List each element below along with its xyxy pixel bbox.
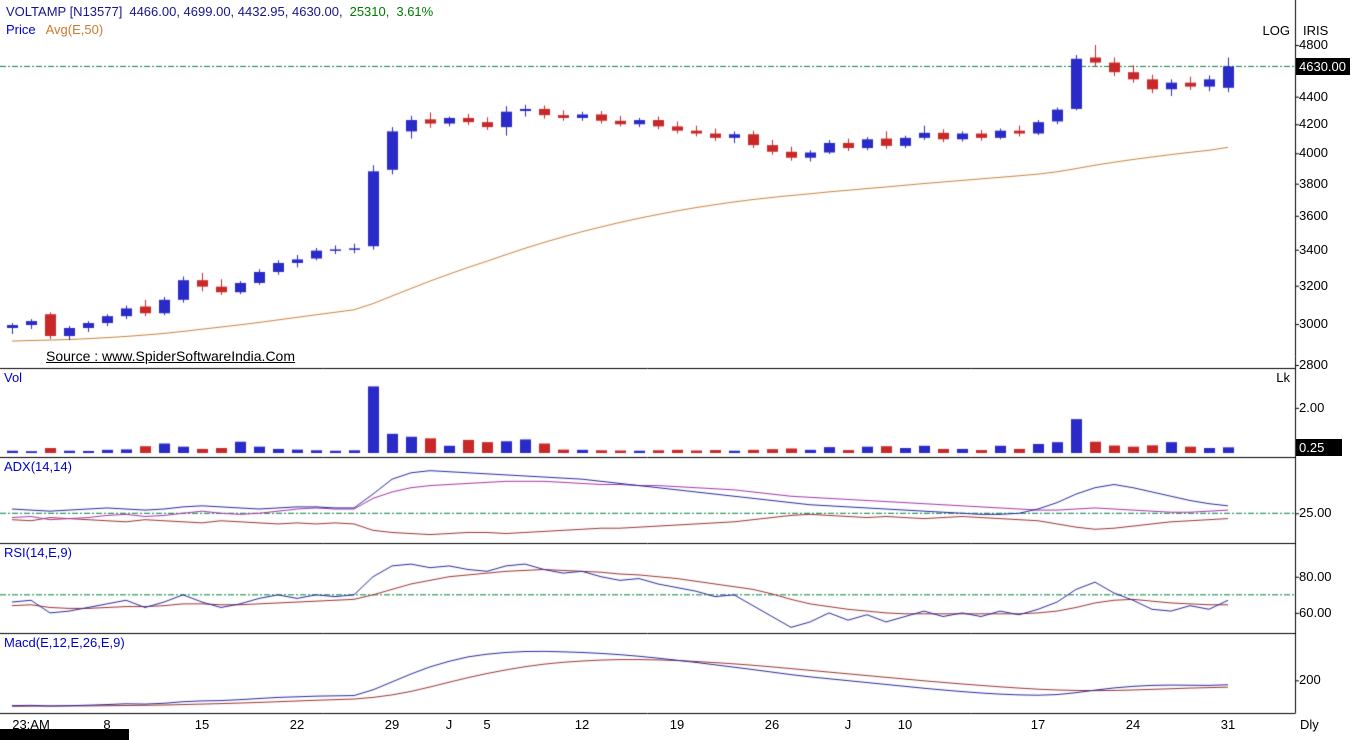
volume-unit-label: Lk — [1276, 370, 1290, 385]
price-axis-tick-label: 4400 — [1299, 88, 1328, 104]
x-axis-tick-label: 10 — [897, 717, 913, 732]
rsi-axis-tick-label: 60.00 — [1299, 604, 1332, 620]
x-axis-tick-label: 29 — [384, 717, 400, 732]
price-axis-tick-label: 3600 — [1299, 207, 1328, 223]
x-axis-tick-label: 19 — [669, 717, 685, 732]
x-axis-tick-label: 8 — [103, 717, 111, 732]
current-volume-box: 0.25 — [1296, 439, 1342, 456]
symbol-title: VOLTAMP [N13577] — [6, 4, 123, 19]
price-axis-tick-label: 4000 — [1299, 145, 1328, 161]
price-axis-tick-label: 4800 — [1299, 37, 1328, 52]
rsi-panel-label: RSI(14,E,9) — [4, 545, 72, 560]
rsi-axis-tick-label: 80.00 — [1299, 568, 1332, 584]
price-axis-tick-label: 3800 — [1299, 175, 1328, 191]
price-axis-tick-label: 3400 — [1299, 241, 1328, 257]
quote-volume: 25310, — [349, 4, 390, 19]
volume-panel-label: Vol — [4, 370, 23, 385]
price-axis-tick-label: 4200 — [1299, 116, 1328, 132]
current-price-box: 4630.00 — [1296, 58, 1350, 75]
scale-mode-label: LOG — [1262, 23, 1290, 38]
quote-header: VOLTAMP [N13577] 4466.00, 4699.00, 4432.9… — [6, 4, 440, 19]
macd-panel-label: Macd(E,12,E,26,E,9) — [4, 635, 125, 650]
price-axis-tick-label: 3200 — [1299, 277, 1328, 293]
x-axis-tick-label: 12 — [574, 717, 590, 732]
volume-axis-tick-label: 2.00 — [1299, 399, 1325, 415]
periodicity-label: Dly — [1300, 717, 1319, 732]
x-axis-tick-label: 26 — [764, 717, 780, 732]
quote-ohlc: 4466.00, 4699.00, 4432.95, 4630.00, — [129, 4, 343, 19]
quote-change-percent: 3.61% — [396, 4, 434, 19]
x-axis-tick-label: 17 — [1030, 717, 1046, 732]
x-axis-tick-label: 23:AM — [12, 717, 50, 732]
x-axis-tick-label: J — [844, 717, 852, 732]
series-legend: Price Avg(E,50) — [6, 22, 113, 37]
bottom-left-black-bar — [0, 729, 129, 740]
x-axis-tick-label: 22 — [289, 717, 305, 732]
x-axis-tick-label: 5 — [483, 717, 491, 732]
adx-panel-label: ADX(14,14) — [4, 459, 72, 474]
avg-series-label: Avg(E,50) — [45, 22, 104, 37]
x-axis-tick-label: J — [445, 717, 453, 732]
adx-axis-tick-label: 25.00 — [1299, 505, 1332, 521]
macd-axis-tick-label: 200 — [1299, 672, 1321, 688]
x-axis-tick-label: 24 — [1125, 717, 1141, 732]
x-axis-tick-label: 31 — [1220, 717, 1236, 732]
price-axis-tick-label: 2800 — [1299, 357, 1328, 372]
x-axis-tick-label: 15 — [194, 717, 210, 732]
source-watermark: Source : www.SpiderSoftwareIndia.Com — [46, 348, 295, 364]
price-series-label: Price — [6, 22, 36, 37]
price-axis-tick-label: 3000 — [1299, 316, 1328, 332]
app-name-label: IRIS — [1303, 23, 1329, 38]
